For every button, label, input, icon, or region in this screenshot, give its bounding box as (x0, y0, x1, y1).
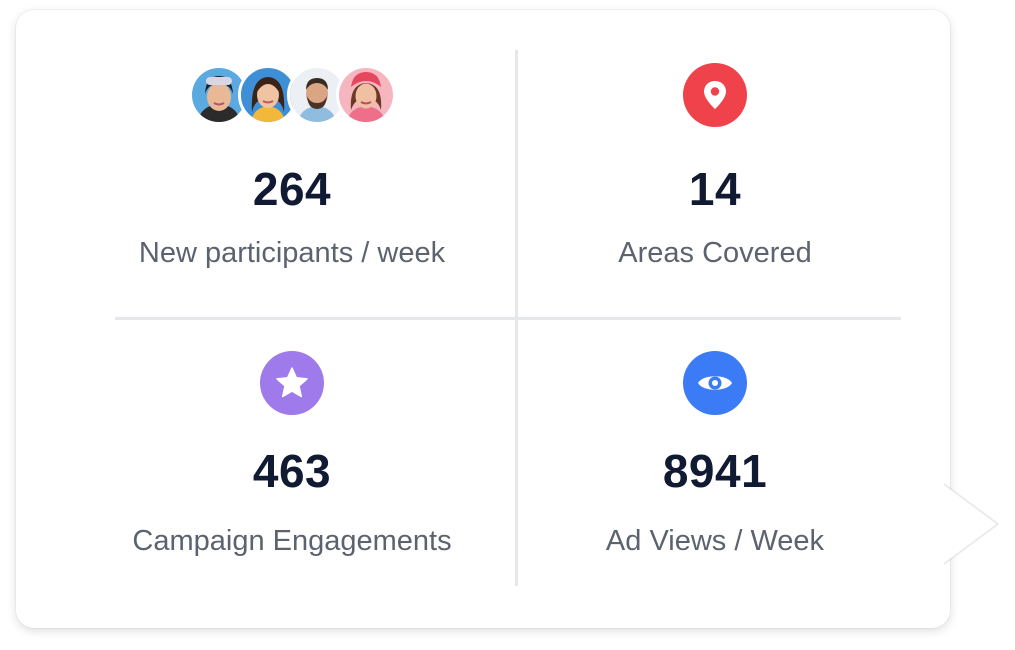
stat-label: Ad Views / Week (605, 525, 825, 557)
avatar (237, 65, 298, 125)
stats-card: 264 New participants / week 14 Areas Cov… (16, 10, 999, 628)
stat-ad-views: 8941 Ad Views / Week (515, 350, 915, 558)
stat-areas-covered: 14 Areas Covered (515, 62, 915, 270)
eye-icon (683, 351, 747, 415)
stat-label: Campaign Engagements (132, 525, 452, 557)
stat-value: 264 (252, 163, 332, 215)
stat-value: 14 (688, 163, 742, 215)
stat-value: 463 (252, 445, 332, 497)
stat-label: Areas Covered (618, 237, 812, 269)
horizontal-divider (115, 317, 901, 320)
stat-new-participants: 264 New participants / week (92, 62, 492, 270)
avatar (335, 65, 396, 125)
location-pin-icon (683, 63, 747, 127)
stat-value: 8941 (662, 445, 768, 497)
stat-campaign-engagements: 463 Campaign Engagements (92, 350, 492, 558)
avatar (286, 65, 347, 125)
participant-avatars (188, 65, 396, 125)
star-icon (260, 351, 324, 415)
avatar (188, 65, 249, 125)
stat-label: New participants / week (138, 237, 446, 269)
